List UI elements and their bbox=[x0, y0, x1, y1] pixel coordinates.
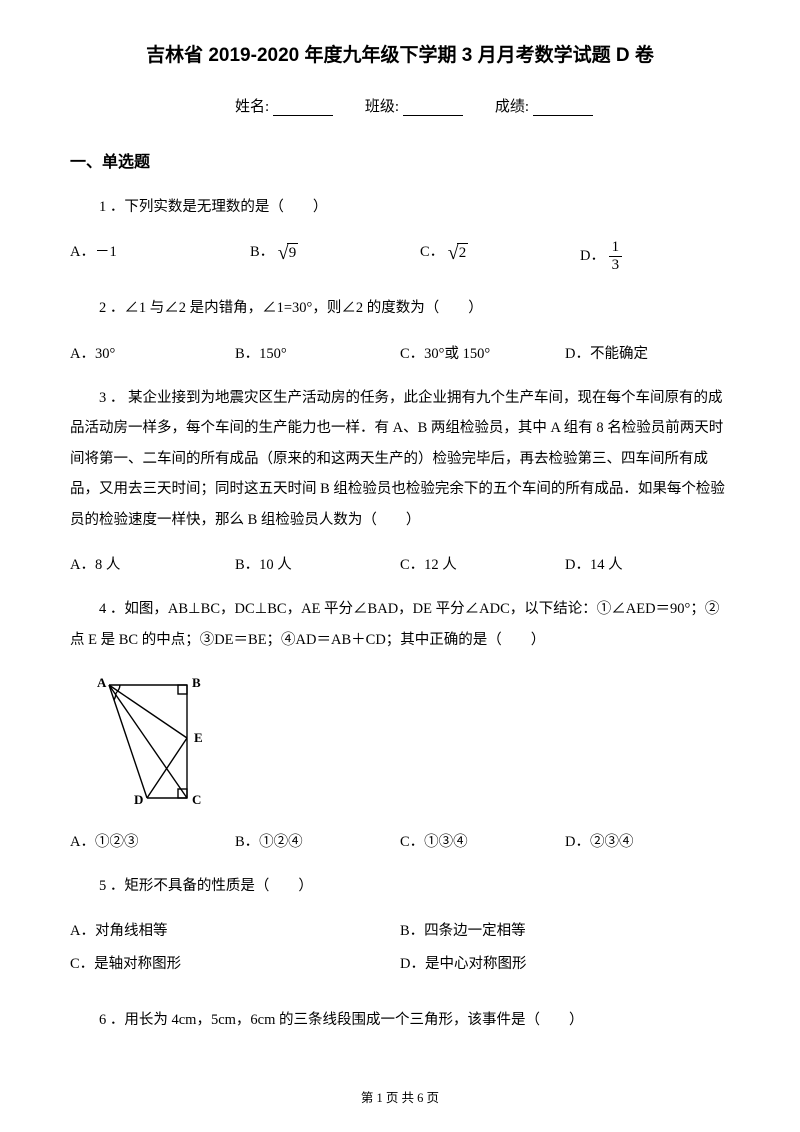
question-2: 2 ．∠1 与∠2 是内错角，∠1=30°，则∠2 的度数为（ ） bbox=[70, 293, 730, 323]
question-4: 4 ．如图，AB⊥BC，DC⊥BC，AE 平分∠BAD，DE 平分∠ADC，以下… bbox=[70, 594, 730, 655]
question-3-options: A．8 人 B．10 人 C．12 人 D．14 人 bbox=[70, 553, 730, 574]
q1-option-c: C． √2 bbox=[400, 240, 570, 273]
question-4-figure: A B C D E bbox=[92, 673, 730, 816]
question-5: 5 ．矩形不具备的性质是（ ） bbox=[70, 871, 730, 901]
q5-option-c: C．是轴对称图形 bbox=[70, 952, 400, 973]
fig-label-a: A bbox=[97, 675, 107, 690]
q2-option-c: C．30°或 150° bbox=[400, 342, 565, 363]
q1-option-b: B． √9 bbox=[220, 240, 400, 273]
q1-c-label: C． bbox=[420, 244, 444, 260]
q3-option-a: A．8 人 bbox=[70, 553, 235, 574]
q1-a-value: －1 bbox=[95, 244, 117, 260]
question-3: 3 ． 某企业接到为地震灾区生产活动房的任务，此企业拥有九个生产车间，现在每个车… bbox=[70, 383, 730, 535]
geometry-figure-icon: A B C D E bbox=[92, 673, 222, 811]
class-blank[interactable] bbox=[403, 100, 463, 116]
name-blank[interactable] bbox=[273, 100, 333, 116]
score-blank[interactable] bbox=[533, 100, 593, 116]
fig-label-c: C bbox=[192, 792, 201, 807]
q5-option-a: A．对角线相等 bbox=[70, 919, 400, 940]
sqrt-icon: √2 bbox=[448, 243, 468, 264]
question-5-options: A．对角线相等 B．四条边一定相等 C．是轴对称图形 D．是中心对称图形 bbox=[70, 919, 730, 985]
q1-d-den: 3 bbox=[609, 256, 623, 273]
class-label: 班级: bbox=[365, 99, 399, 115]
question-1-options: A．－1 B． √9 C． √2 D． 13 bbox=[70, 240, 730, 273]
q3-option-c: C．12 人 bbox=[400, 553, 565, 574]
q2-option-d: D．不能确定 bbox=[565, 342, 730, 363]
q4-option-c: C．①③④ bbox=[400, 830, 565, 851]
fig-label-b: B bbox=[192, 675, 201, 690]
fig-label-d: D bbox=[134, 792, 143, 807]
page-footer: 第 1 页 共 6 页 bbox=[0, 1087, 800, 1106]
question-2-options: A．30° B．150° C．30°或 150° D．不能确定 bbox=[70, 342, 730, 363]
question-4-options: A．①②③ B．①②④ C．①③④ D．②③④ bbox=[70, 830, 730, 851]
page-title: 吉林省 2019-2020 年度九年级下学期 3 月月考数学试题 D 卷 bbox=[70, 40, 730, 67]
question-6: 6 ．用长为 4cm，5cm，6cm 的三条线段围成一个三角形，该事件是（ ） bbox=[70, 1005, 730, 1035]
q3-option-b: B．10 人 bbox=[235, 553, 400, 574]
name-label: 姓名: bbox=[235, 99, 269, 115]
q3-option-d: D．14 人 bbox=[565, 553, 730, 574]
q1-d-num: 1 bbox=[609, 240, 623, 256]
fraction-icon: 13 bbox=[609, 240, 623, 273]
q1-b-label: B． bbox=[250, 244, 274, 260]
sqrt-icon: √9 bbox=[278, 243, 298, 264]
q4-option-d: D．②③④ bbox=[565, 830, 730, 851]
q1-d-label: D． bbox=[580, 248, 605, 264]
q2-option-b: B．150° bbox=[235, 342, 400, 363]
question-1: 1 ．下列实数是无理数的是（ ） bbox=[70, 192, 730, 222]
q1-b-radicand: 9 bbox=[287, 243, 299, 264]
q5-option-d: D．是中心对称图形 bbox=[400, 952, 730, 973]
score-label: 成绩: bbox=[495, 99, 529, 115]
q5-option-b: B．四条边一定相等 bbox=[400, 919, 730, 940]
q1-option-a: A．－1 bbox=[70, 240, 220, 273]
fig-label-e: E bbox=[194, 730, 203, 745]
q1-a-label: A． bbox=[70, 244, 95, 260]
student-info-line: 姓名: 班级: 成绩: bbox=[70, 95, 730, 116]
q4-option-b: B．①②④ bbox=[235, 830, 400, 851]
q4-option-a: A．①②③ bbox=[70, 830, 235, 851]
section-heading-1: 一、单选题 bbox=[70, 148, 730, 172]
q2-option-a: A．30° bbox=[70, 342, 235, 363]
q1-option-d: D． 13 bbox=[570, 240, 730, 273]
q1-c-radicand: 2 bbox=[457, 243, 469, 264]
